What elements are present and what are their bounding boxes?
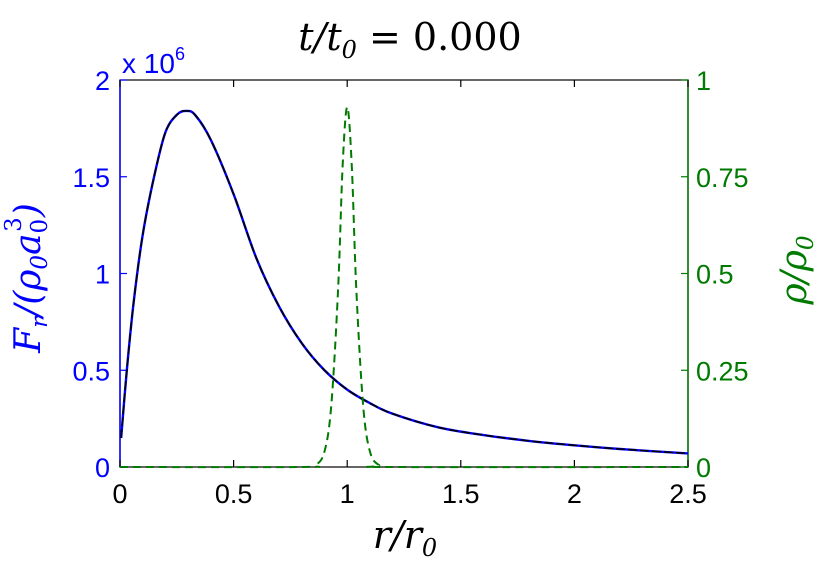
x-tick-label: 0.5 bbox=[215, 479, 253, 509]
x-ticks: 0 0.5 1 1.5 2 2.5 bbox=[112, 80, 707, 509]
series-line-density bbox=[119, 106, 689, 469]
x-tick-label: 1 bbox=[340, 479, 355, 509]
plot-area-frame bbox=[119, 79, 689, 468]
y-left-axis-label: Fr/(ρ0a03) bbox=[1, 203, 53, 354]
series-line-force-blue bbox=[119, 109, 689, 455]
y-left-ticks: 0 0.5 1 1.5 2 bbox=[72, 66, 127, 483]
series-group bbox=[119, 106, 689, 469]
x-tick-label: 2 bbox=[567, 479, 582, 509]
y-left-multiplier: x 106 bbox=[122, 44, 185, 79]
y-right-tick-label: 0 bbox=[696, 453, 711, 483]
y-right-tick-label: 0.5 bbox=[696, 260, 734, 290]
y-left-tick-label: 1.5 bbox=[72, 163, 110, 193]
y-right-tick-label: 1 bbox=[696, 66, 711, 96]
y-right-ticks: 0 0.25 0.5 0.75 1 bbox=[681, 66, 749, 483]
x-axis-label: r/r0 bbox=[373, 513, 437, 562]
chart-title: t/t0 = 0.000 bbox=[298, 15, 521, 64]
y-left-tick-label: 0.5 bbox=[72, 356, 110, 386]
x-tick-label: 0 bbox=[112, 479, 127, 509]
x-tick-label: 1.5 bbox=[442, 479, 480, 509]
x-tick-label: 2.5 bbox=[669, 479, 707, 509]
y-right-tick-label: 0.75 bbox=[696, 163, 749, 193]
y-right-axis-label: ρ/ρ0 bbox=[774, 235, 819, 305]
y-right-tick-label: 0.25 bbox=[696, 356, 749, 386]
y-left-tick-label: 0 bbox=[95, 453, 110, 483]
y-left-tick-label: 1 bbox=[95, 260, 110, 290]
y-left-tick-label: 2 bbox=[95, 66, 110, 96]
series-line-force-black bbox=[120, 110, 689, 455]
